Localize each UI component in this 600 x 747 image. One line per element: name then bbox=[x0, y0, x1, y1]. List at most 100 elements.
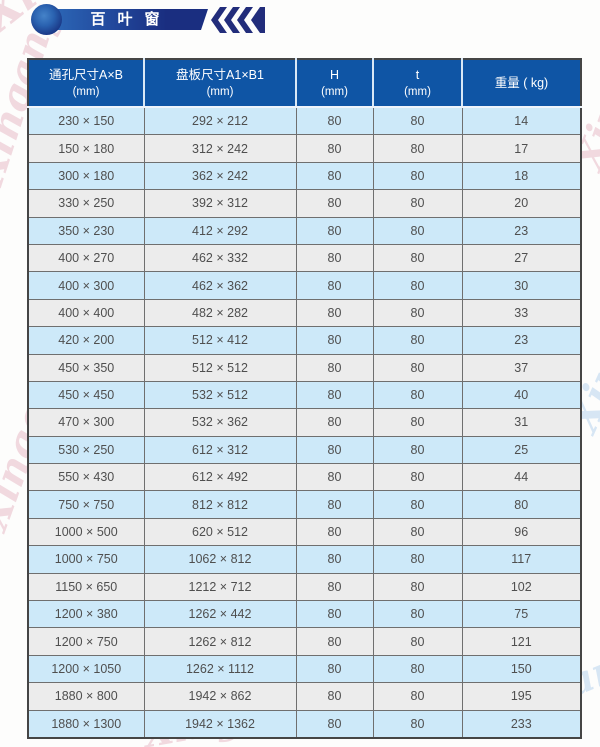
table-cell: 350 × 230 bbox=[27, 216, 145, 245]
table-cell: 150 bbox=[461, 654, 582, 684]
table-cell: 80 bbox=[372, 517, 463, 547]
table-cell: 80 bbox=[295, 709, 374, 739]
table-cell: 80 bbox=[295, 189, 374, 218]
table-cell: 102 bbox=[461, 572, 582, 602]
page-title: 百叶窗 bbox=[90, 11, 172, 28]
table-row: 1000 × 750 1062 × 812 80 80 117 bbox=[27, 545, 582, 574]
table-cell: 400 × 270 bbox=[27, 243, 145, 273]
table-cell: 80 bbox=[295, 243, 374, 273]
col-label: t bbox=[415, 67, 420, 82]
table-cell: 25 bbox=[461, 435, 582, 465]
table-row: 400 × 400 482 × 282 80 80 33 bbox=[27, 298, 582, 328]
table-cell: 1000 × 750 bbox=[27, 545, 145, 574]
table-row: 1000 × 500 620 × 512 80 80 96 bbox=[27, 517, 582, 547]
table-cell: 80 bbox=[372, 627, 463, 656]
col-header-hole-size: 通孔尺寸A×B (mm) bbox=[28, 59, 144, 108]
table-row: 1200 × 1050 1262 × 1112 80 80 150 bbox=[27, 654, 582, 684]
table-cell: 27 bbox=[461, 243, 582, 273]
table-cell: 530 × 250 bbox=[27, 435, 145, 465]
table-cell: 23 bbox=[461, 216, 582, 245]
table-cell: 80 bbox=[295, 216, 374, 245]
table-cell: 44 bbox=[461, 463, 582, 492]
table-cell: 33 bbox=[461, 298, 582, 328]
table-cell: 80 bbox=[295, 353, 374, 382]
table-cell: 80 bbox=[295, 134, 374, 163]
chevrons-left-icon bbox=[211, 7, 265, 33]
col-unit: (mm) bbox=[404, 85, 431, 98]
table-cell: 80 bbox=[295, 545, 374, 574]
table-cell: 80 bbox=[372, 216, 463, 245]
table-row: 400 × 270 462 × 332 80 80 27 bbox=[27, 243, 582, 273]
table-cell: 1262 × 442 bbox=[143, 600, 297, 629]
table-cell: 80 bbox=[461, 490, 582, 519]
table-cell: 532 × 512 bbox=[143, 380, 297, 410]
table-cell: 117 bbox=[461, 545, 582, 574]
table-cell: 512 × 512 bbox=[143, 353, 297, 382]
table-cell: 233 bbox=[461, 709, 582, 739]
table-cell: 80 bbox=[295, 161, 374, 191]
table-cell: 470 × 300 bbox=[27, 408, 145, 437]
table-cell: 80 bbox=[295, 271, 374, 300]
col-header-plate-size: 盘板尺寸A1×B1 (mm) bbox=[143, 59, 296, 108]
table-cell: 362 × 242 bbox=[143, 161, 297, 191]
spec-table: 通孔尺寸A×B (mm) 盘板尺寸A1×B1 (mm) H (mm) t (mm… bbox=[27, 58, 582, 739]
table-cell: 80 bbox=[372, 682, 463, 711]
table-cell: 292 × 212 bbox=[143, 106, 297, 136]
table-cell: 40 bbox=[461, 380, 582, 410]
table-row: 450 × 350 512 × 512 80 80 37 bbox=[27, 353, 582, 382]
table-cell: 330 × 250 bbox=[27, 189, 145, 218]
table-row: 1200 × 750 1262 × 812 80 80 121 bbox=[27, 627, 582, 656]
table-cell: 31 bbox=[461, 408, 582, 437]
table-cell: 80 bbox=[295, 572, 374, 602]
table-cell: 620 × 512 bbox=[143, 517, 297, 547]
table-row: 530 × 250 612 × 312 80 80 25 bbox=[27, 435, 582, 465]
table-cell: 1200 × 1050 bbox=[27, 654, 145, 684]
table-cell: 80 bbox=[372, 380, 463, 410]
table-cell: 80 bbox=[372, 326, 463, 355]
table-cell: 80 bbox=[372, 709, 463, 739]
table-cell: 80 bbox=[372, 189, 463, 218]
table-cell: 462 × 362 bbox=[143, 271, 297, 300]
table-cell: 812 × 812 bbox=[143, 490, 297, 519]
col-unit: (mm) bbox=[206, 85, 234, 98]
table-row: 330 × 250 392 × 312 80 80 20 bbox=[27, 189, 582, 218]
table-cell: 121 bbox=[461, 627, 582, 656]
table-cell: 612 × 492 bbox=[143, 463, 297, 492]
table-cell: 1200 × 750 bbox=[27, 627, 145, 656]
col-label: 重量 ( kg) bbox=[494, 75, 549, 90]
table-cell: 80 bbox=[372, 271, 463, 300]
col-header-weight: 重量 ( kg) bbox=[461, 59, 581, 108]
table-cell: 750 × 750 bbox=[27, 490, 145, 519]
table-row: 400 × 300 462 × 362 80 80 30 bbox=[27, 271, 582, 300]
table-cell: 80 bbox=[295, 463, 374, 492]
table-cell: 1262 × 812 bbox=[143, 627, 297, 656]
table-cell: 80 bbox=[372, 243, 463, 273]
table-cell: 1200 × 380 bbox=[27, 600, 145, 629]
table-cell: 450 × 350 bbox=[27, 353, 145, 382]
table-cell: 80 bbox=[372, 134, 463, 163]
table-header: 通孔尺寸A×B (mm) 盘板尺寸A1×B1 (mm) H (mm) t (mm… bbox=[28, 59, 581, 108]
table-row: 1200 × 380 1262 × 442 80 80 75 bbox=[27, 600, 582, 629]
table-cell: 80 bbox=[295, 490, 374, 519]
table-cell: 80 bbox=[372, 435, 463, 465]
table-cell: 80 bbox=[295, 654, 374, 684]
table-row: 150 × 180 312 × 242 80 80 17 bbox=[27, 134, 582, 163]
table-cell: 80 bbox=[372, 545, 463, 574]
table-cell: 1880 × 800 bbox=[27, 682, 145, 711]
table-cell: 80 bbox=[295, 380, 374, 410]
table-cell: 18 bbox=[461, 161, 582, 191]
table-row: 300 × 180 362 × 242 80 80 18 bbox=[27, 161, 582, 191]
table-cell: 37 bbox=[461, 353, 582, 382]
table-cell: 80 bbox=[372, 408, 463, 437]
table-cell: 80 bbox=[372, 161, 463, 191]
table-cell: 482 × 282 bbox=[143, 298, 297, 328]
table-cell: 80 bbox=[295, 517, 374, 547]
badge-circle-icon bbox=[31, 4, 62, 35]
table-cell: 450 × 450 bbox=[27, 380, 145, 410]
table-body: 230 × 150 292 × 212 80 80 14 150 × 180 312 × 2… bbox=[27, 106, 582, 739]
col-header-t: t (mm) bbox=[372, 59, 462, 108]
table-cell: 150 × 180 bbox=[27, 134, 145, 163]
table-cell: 80 bbox=[295, 298, 374, 328]
col-label: 盘板尺寸A1×B1 bbox=[176, 67, 264, 82]
